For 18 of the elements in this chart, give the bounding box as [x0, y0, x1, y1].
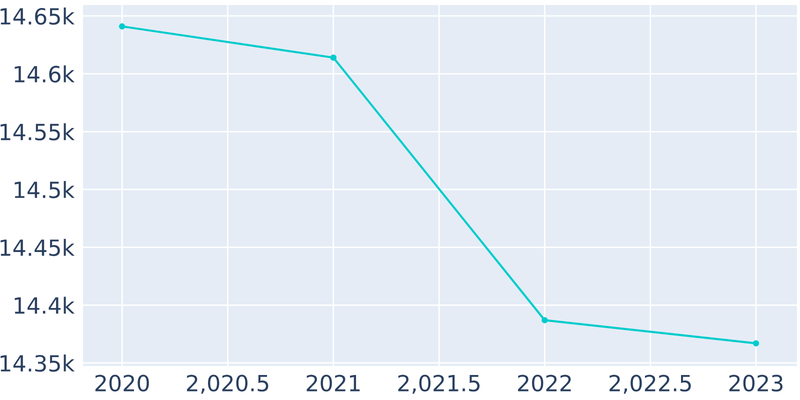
y-tick-label: 14.65k — [0, 8, 75, 25]
x-tick-label: 2021 — [306, 374, 360, 392]
y-tick-label: 14.5k — [14, 181, 75, 198]
x-tick-label: 2,020.5 — [186, 374, 268, 394]
y-tick-label: 14.45k — [0, 238, 75, 256]
point — [752, 340, 760, 346]
y-tick-label: 14.35k — [0, 354, 75, 372]
point — [118, 23, 126, 30]
x-tick-label: 2,022.5 — [610, 374, 691, 394]
y-tick-label: 14.55k — [0, 123, 75, 140]
x-tick-label: 2022 — [518, 374, 571, 392]
point — [542, 317, 548, 324]
x-tick-label: 2020 — [95, 374, 149, 392]
x-tick-label: 2,021.5 — [398, 374, 480, 394]
point — [330, 54, 337, 61]
x-tick-label: 2023 — [729, 374, 782, 392]
y-tick-label: 14.4k — [14, 296, 75, 314]
y-tick-label: 14.6k — [14, 65, 75, 83]
